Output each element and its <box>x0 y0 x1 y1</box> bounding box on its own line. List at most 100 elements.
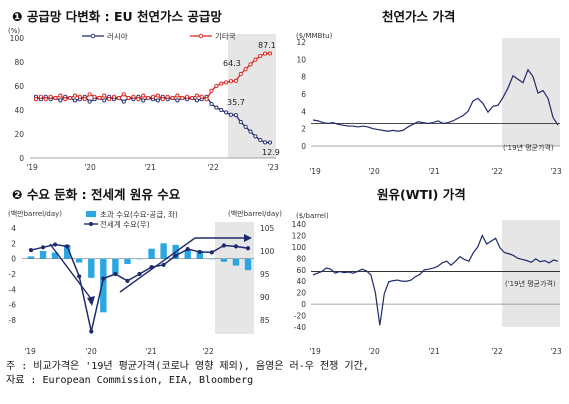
p1-point-others <box>111 94 117 99</box>
p1-point-others <box>238 71 243 77</box>
p1-point-others <box>224 80 229 85</box>
p1-xtick: '20 <box>84 163 96 172</box>
p1-point-others <box>58 93 63 98</box>
p2-reference-label: ('19년 평균가격) <box>503 143 554 152</box>
p1-point-others <box>121 92 126 97</box>
p1-point-others <box>107 97 112 102</box>
p3-bar <box>124 258 131 265</box>
p4-xtick: '21 <box>428 347 440 356</box>
p3-bar <box>244 258 252 271</box>
p1-point-others <box>97 95 102 101</box>
p4-ytick: 40 <box>296 277 306 286</box>
p3-unit-left: (백만barrel/day) <box>8 209 62 218</box>
p3-bar <box>208 258 216 260</box>
p3-demand-point <box>65 244 70 249</box>
p1-point-russia <box>155 98 160 103</box>
p1-point-others <box>131 94 136 99</box>
p4-ytick: -20 <box>294 312 306 321</box>
p3-xtick: '22 <box>202 347 214 356</box>
p3-trend-arrow-up <box>119 237 196 293</box>
p4-reference-label: ('19년 평균가격) <box>505 279 556 288</box>
p1-ytick: 0 <box>19 154 24 163</box>
p3-xtick: '21 <box>145 347 157 356</box>
p3-ytick-right: 100 <box>260 247 275 256</box>
p1-point-others <box>43 97 48 102</box>
p4-ytick: 100 <box>292 243 307 252</box>
p1-anno: 35.7 <box>227 98 245 107</box>
p1-point-others <box>160 97 165 102</box>
p1-legend-label: 러시아 <box>107 31 128 41</box>
p3-bar <box>76 258 83 263</box>
p1-point-others <box>209 88 214 93</box>
p3-demand-point <box>185 247 190 252</box>
p4-ytick: 20 <box>296 289 306 298</box>
p1-point-russia <box>228 112 234 117</box>
p2-ytick: 2 <box>301 125 306 134</box>
p1-point-others <box>243 67 248 72</box>
p3-arrowhead <box>244 234 252 242</box>
p3-demand-point <box>77 274 82 279</box>
p1-point-others <box>233 78 238 83</box>
p1-point-others <box>253 57 258 62</box>
p1-point-others <box>92 94 97 99</box>
p3-bar <box>51 252 59 259</box>
p3-bar <box>232 258 240 266</box>
p3-ytick-left: -2 <box>9 270 17 279</box>
p4-xtick: '19 <box>309 347 321 356</box>
p1-point-russia <box>214 105 219 110</box>
p3-unit-right: (백만barrel/day) <box>228 209 282 218</box>
p1-point-russia <box>58 98 63 103</box>
p4-ytick: 80 <box>296 254 306 263</box>
p3-demand-point <box>101 276 106 281</box>
p3-bar <box>88 258 95 278</box>
p1-point-russia <box>248 129 253 134</box>
p1-point-russia <box>253 134 258 139</box>
p1-point-russia <box>267 140 273 145</box>
p3-ytick-left: -6 <box>9 301 17 310</box>
p2-xtick: '20 <box>368 167 380 176</box>
p1-ytick: 100 <box>10 34 25 43</box>
p4-shade <box>502 220 560 327</box>
p1-point-others <box>248 62 253 67</box>
p1-point-others <box>175 93 180 98</box>
p3-shade <box>215 222 254 334</box>
p1-point-russia <box>258 137 263 143</box>
source-note: 자료 : European Commission, EIA, Bloomberg <box>6 375 254 386</box>
p1-point-others <box>228 79 234 84</box>
p1-point-others <box>77 94 82 99</box>
p3-demand-point <box>89 329 94 334</box>
p3-demand-point <box>137 271 142 277</box>
p1-point-others <box>155 93 160 98</box>
p1-point-others <box>150 94 156 99</box>
p2-ytick: 8 <box>301 73 306 82</box>
p2-unit: ($/MMBtu) <box>296 32 333 40</box>
p1-point-others <box>146 95 151 101</box>
p1-ytick: 60 <box>14 82 24 91</box>
p3-demand-point <box>173 253 178 258</box>
p1-legend-marker <box>198 33 204 39</box>
p1-point-others <box>136 97 141 102</box>
p2-ytick: 12 <box>296 38 306 47</box>
p1-xtick: '23 <box>267 163 279 172</box>
p3-bar <box>148 248 155 259</box>
footnote: 주 : 비교가격은 '19년 평균가격(코로나 영향 제외), 음영은 러-우 … <box>6 361 369 372</box>
p1-point-russia <box>243 124 248 129</box>
p1-anno: 12.9 <box>262 148 280 157</box>
p2-ytick: 0 <box>301 142 306 151</box>
p3-demand-point <box>221 243 226 248</box>
p4-xtick: '22 <box>491 347 503 356</box>
p3-legend-label: 초과 수요(수요-공급, 좌) <box>100 210 178 219</box>
p3-ytick-left: 2 <box>11 239 16 248</box>
p3-bar <box>27 256 35 259</box>
p1-point-russia <box>87 99 92 104</box>
p1-point-russia <box>102 98 107 103</box>
p4-ytick: -40 <box>294 323 306 332</box>
p1-point-others <box>267 51 273 56</box>
p4-xtick: '20 <box>368 347 380 356</box>
p3-ytick-left: -4 <box>9 285 17 294</box>
p1-point-others <box>199 94 204 99</box>
p1-point-others <box>38 94 43 99</box>
p3-demand-point <box>245 246 251 251</box>
p3-bar <box>196 251 203 259</box>
